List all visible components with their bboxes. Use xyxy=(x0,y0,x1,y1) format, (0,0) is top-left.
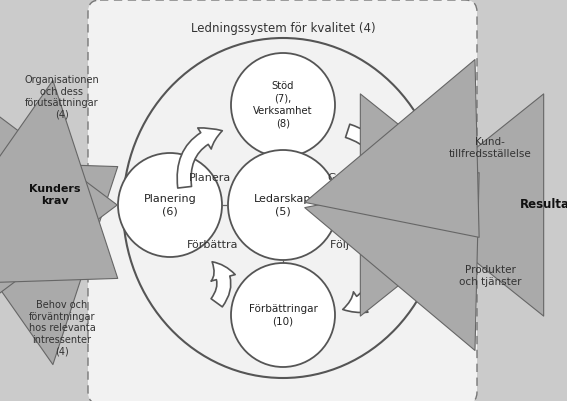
Ellipse shape xyxy=(118,153,222,257)
Ellipse shape xyxy=(231,263,335,367)
FancyArrowPatch shape xyxy=(345,124,399,192)
Text: Planera: Planera xyxy=(189,173,231,183)
Text: Produkter
och tjänster: Produkter och tjänster xyxy=(459,265,521,287)
Text: Följ upp: Följ upp xyxy=(330,240,374,250)
Text: Ledningssystem för kvalitet (4): Ledningssystem för kvalitet (4) xyxy=(191,22,375,35)
Text: Förbättringar
(10): Förbättringar (10) xyxy=(248,304,318,326)
Text: Ledarskap
(5): Ledarskap (5) xyxy=(255,194,312,216)
Ellipse shape xyxy=(123,38,443,378)
Ellipse shape xyxy=(228,150,338,260)
Text: Resultat: Resultat xyxy=(520,198,567,211)
Text: Planering
(6): Planering (6) xyxy=(143,194,196,216)
Text: Genomför: Genomför xyxy=(327,173,383,183)
Ellipse shape xyxy=(335,150,445,260)
Text: Kund-
tillfredsställelse: Kund- tillfredsställelse xyxy=(448,137,531,159)
Text: Utvärdering
av prestanda
(9): Utvärdering av prestanda (9) xyxy=(357,188,423,223)
Text: Stöd
(7),
Verksamhet
(8): Stöd (7), Verksamhet (8) xyxy=(253,81,313,129)
FancyArrowPatch shape xyxy=(211,262,235,307)
Text: Förbättra: Förbättra xyxy=(187,240,239,250)
FancyBboxPatch shape xyxy=(88,0,477,401)
FancyArrowPatch shape xyxy=(177,128,222,188)
Text: Organisationen
och dess
förutsättningar
(4): Organisationen och dess förutsättningar … xyxy=(24,75,99,120)
Text: Behov och
förväntningar
hos relevanta
intressenter
(4): Behov och förväntningar hos relevanta in… xyxy=(28,300,95,356)
FancyArrowPatch shape xyxy=(342,267,382,312)
Text: Kunders
krav: Kunders krav xyxy=(29,184,81,206)
Ellipse shape xyxy=(231,53,335,157)
